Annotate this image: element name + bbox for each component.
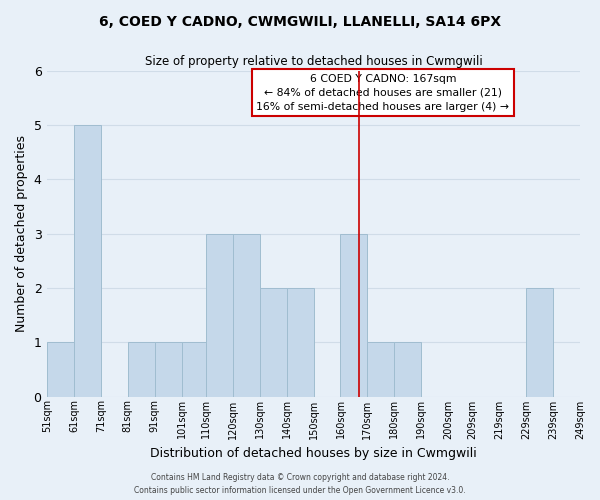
- Bar: [260, 288, 287, 397]
- Bar: [182, 342, 206, 396]
- Bar: [74, 125, 101, 396]
- Bar: [206, 234, 233, 396]
- Text: 6, COED Y CADNO, CWMGWILI, LLANELLI, SA14 6PX: 6, COED Y CADNO, CWMGWILI, LLANELLI, SA1…: [99, 15, 501, 29]
- Bar: [394, 342, 421, 396]
- Bar: [47, 342, 74, 396]
- Title: Size of property relative to detached houses in Cwmgwili: Size of property relative to detached ho…: [145, 55, 482, 68]
- Bar: [340, 234, 367, 396]
- Bar: [128, 342, 155, 396]
- Y-axis label: Number of detached properties: Number of detached properties: [15, 135, 28, 332]
- Text: Contains HM Land Registry data © Crown copyright and database right 2024.
Contai: Contains HM Land Registry data © Crown c…: [134, 474, 466, 495]
- Bar: [367, 342, 394, 396]
- Bar: [155, 342, 182, 396]
- Bar: [526, 288, 553, 397]
- Bar: [287, 288, 314, 397]
- Text: 6 COED Y CADNO: 167sqm
← 84% of detached houses are smaller (21)
16% of semi-det: 6 COED Y CADNO: 167sqm ← 84% of detached…: [256, 74, 509, 112]
- X-axis label: Distribution of detached houses by size in Cwmgwili: Distribution of detached houses by size …: [150, 447, 477, 460]
- Bar: [233, 234, 260, 396]
